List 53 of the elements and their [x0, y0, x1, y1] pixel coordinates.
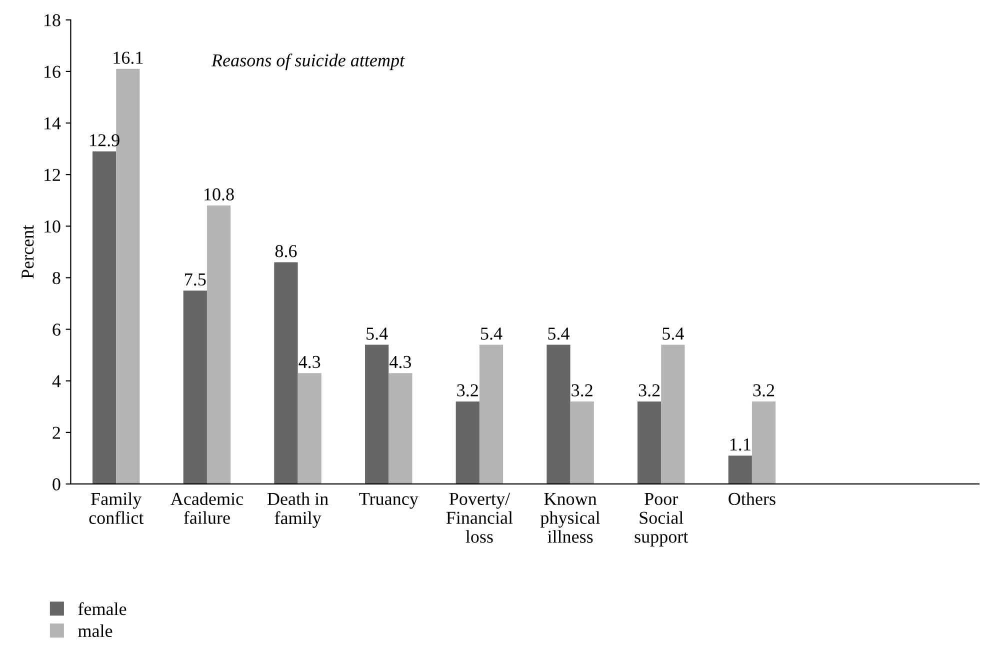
data-label: 5.4 — [366, 328, 388, 340]
y-tick-label: 8 — [52, 272, 60, 284]
y-axis-title: Percent — [22, 224, 34, 278]
x-tick-label: Family conflict — [89, 492, 144, 524]
x-tick-label: Academic failure — [170, 492, 243, 524]
bar — [570, 401, 594, 484]
data-label: 3.2 — [638, 384, 660, 397]
bar — [728, 456, 752, 484]
y-tick-label: 10 — [44, 220, 60, 233]
bar — [388, 373, 412, 484]
x-tick-label: Poverty/ Financial loss — [446, 492, 513, 543]
data-label: 5.4 — [481, 328, 502, 340]
data-label: 3.2 — [457, 384, 478, 397]
data-label: 3.2 — [753, 384, 774, 397]
y-tick-label: 6 — [52, 324, 60, 336]
bar — [206, 206, 231, 484]
y-tick-label: 12 — [44, 168, 60, 181]
x-tick-label: Truancy — [359, 492, 418, 509]
bar — [183, 290, 207, 484]
data-label: 1.1 — [730, 438, 750, 451]
legend-label: male — [78, 624, 112, 638]
x-tick-label: Poor Social support — [634, 493, 688, 546]
y-tick-label: 18 — [44, 14, 60, 26]
x-tick-label: Death in family — [267, 492, 328, 528]
x-tick-label: Others — [728, 492, 776, 506]
x-tick-label: Known physical illness — [540, 493, 600, 543]
bar — [638, 401, 662, 484]
data-label: 7.5 — [185, 274, 206, 286]
bar — [456, 401, 480, 484]
data-label: 4.3 — [390, 356, 412, 368]
data-label: 16.1 — [114, 52, 143, 64]
data-label: 3.2 — [572, 384, 592, 397]
bar — [274, 262, 298, 484]
data-label: 12.9 — [90, 134, 120, 146]
y-tick-label: 16 — [44, 66, 60, 78]
data-label: 5.4 — [548, 328, 570, 340]
legend-label: female — [78, 602, 126, 616]
y-tick-label: 0 — [52, 478, 60, 490]
data-label: 4.3 — [298, 356, 320, 368]
data-label: 10.8 — [204, 188, 234, 201]
bar — [546, 344, 570, 484]
bar — [365, 344, 389, 484]
annotation: Reasons of suicide attempt — [211, 54, 405, 70]
bar — [298, 373, 322, 484]
bar — [92, 151, 116, 484]
y-tick-label: 2 — [52, 426, 60, 439]
bar — [752, 401, 776, 484]
bar — [479, 344, 504, 484]
y-tick-label: 4 — [52, 375, 61, 388]
bar — [661, 344, 685, 484]
y-tick-label: 14 — [44, 117, 61, 130]
data-label: 8.6 — [275, 245, 297, 258]
data-label: 5.4 — [662, 328, 684, 340]
